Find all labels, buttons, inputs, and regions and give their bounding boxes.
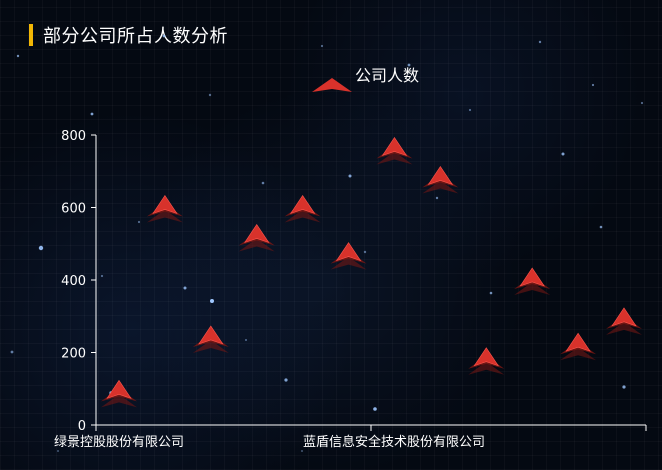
data-point-shadow-lower <box>560 347 597 361</box>
data-point-shadow <box>284 203 321 217</box>
background-star <box>599 225 603 229</box>
legend-label: 公司人数 <box>355 66 419 85</box>
y-tick-label: 600 <box>61 202 86 217</box>
y-tick-label: 400 <box>61 274 86 289</box>
y-tick-label: 200 <box>61 347 86 362</box>
data-point <box>101 379 137 408</box>
data-point-shadow-lower <box>192 340 229 353</box>
data-point-shadow-lower <box>376 151 413 165</box>
background-star <box>261 181 265 185</box>
axis-layer: 0 200 400 600 800 绿景控股股份有限公司 蓝盾信息安全技术股份有限公司 <box>54 129 647 450</box>
data-point-marker <box>473 347 500 367</box>
data-point-shadow-lower <box>284 209 321 223</box>
data-point <box>238 223 275 252</box>
background-star <box>57 450 59 452</box>
data-point-marker <box>289 194 316 215</box>
background-star <box>38 245 44 251</box>
background-star <box>320 44 324 48</box>
data-point <box>606 307 642 335</box>
data-point-shadow <box>422 174 459 188</box>
data-point-marker <box>198 325 224 345</box>
legend[interactable]: 公司人数 <box>312 66 419 92</box>
background-star <box>407 63 411 67</box>
data-point-shadow <box>238 232 275 246</box>
data-point <box>468 347 505 375</box>
data-point-marker <box>106 379 132 399</box>
data-point-shadow <box>606 315 642 329</box>
data-point-marker <box>427 165 454 186</box>
data-point-marker <box>243 223 270 244</box>
background-star <box>348 174 352 178</box>
background-star <box>16 54 20 58</box>
data-point-shadow <box>330 250 367 264</box>
data-point <box>422 165 459 194</box>
data-point-marker <box>565 332 591 352</box>
title-wrap: 部分公司所占人数分析 <box>29 22 228 48</box>
background-star <box>538 40 542 44</box>
data-point-shadow-lower <box>468 361 505 375</box>
data-point <box>284 194 321 223</box>
points-layer <box>101 136 642 408</box>
title-accent-bar <box>29 24 33 46</box>
background-star <box>183 286 187 290</box>
background-star <box>640 101 644 105</box>
data-point-marker <box>335 242 362 262</box>
background-star <box>363 250 367 254</box>
data-point-shadow <box>468 355 505 369</box>
data-point-shadow <box>192 334 229 347</box>
x-tick-label-0: 绿景控股股份有限公司 <box>54 435 184 450</box>
data-point <box>560 332 597 361</box>
background-star <box>162 34 166 38</box>
data-point-shadow-lower <box>238 238 275 252</box>
background-star <box>10 350 14 354</box>
data-point-shadow <box>560 341 597 355</box>
data-point-marker <box>152 194 178 215</box>
data-point <box>514 267 551 295</box>
data-point-marker <box>519 267 545 287</box>
background-star <box>137 220 141 224</box>
legend-marker <box>312 78 352 92</box>
background-star <box>100 274 104 278</box>
data-point-shadow-lower <box>146 209 183 223</box>
background-star <box>622 385 626 389</box>
star-layer <box>10 34 644 452</box>
chart-title: 部分公司所占人数分析 <box>43 26 228 47</box>
background-star <box>561 152 565 156</box>
background-star <box>245 339 247 341</box>
data-point <box>330 242 367 270</box>
background-star <box>435 196 439 200</box>
data-point-shadow <box>376 145 413 159</box>
background-star <box>210 299 214 303</box>
y-tick-label: 0 <box>78 419 86 434</box>
data-point-marker <box>381 136 408 157</box>
data-point-marker <box>611 307 637 327</box>
x-tick-label-1: 蓝盾信息安全技术股份有限公司 <box>303 434 485 450</box>
background-star <box>301 450 303 452</box>
data-point <box>146 194 183 223</box>
data-point-shadow <box>101 388 137 402</box>
data-point-shadow-lower <box>606 321 642 335</box>
data-point-shadow <box>514 276 551 289</box>
data-point-shadow-lower <box>101 394 137 408</box>
data-point-shadow-lower <box>514 282 551 295</box>
y-tick-label: 800 <box>61 129 86 144</box>
background-star <box>468 108 472 112</box>
data-point-shadow-lower <box>422 180 459 194</box>
background-star <box>489 291 493 295</box>
data-point-shadow-lower <box>330 256 367 270</box>
background-star <box>284 378 288 382</box>
data-point <box>192 325 229 353</box>
background-star <box>591 83 595 87</box>
background-star <box>90 112 94 116</box>
data-point <box>376 136 413 165</box>
data-point-shadow <box>146 203 183 217</box>
background-star <box>373 407 377 411</box>
background-star <box>208 93 212 97</box>
